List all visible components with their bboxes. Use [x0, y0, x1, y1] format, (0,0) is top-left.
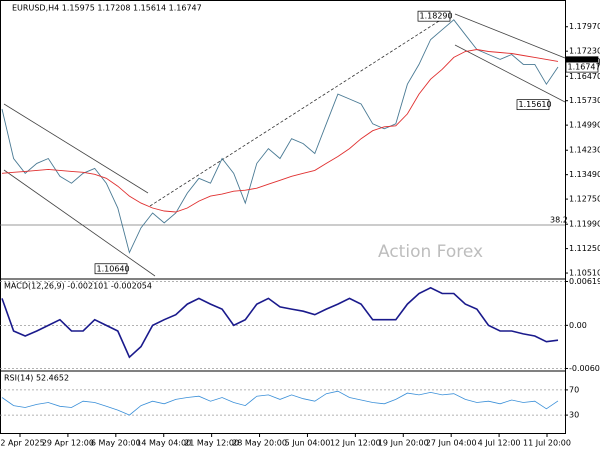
- y-tick-label: 1.11990: [569, 220, 600, 229]
- x-tick-label: 11 Jul 20:00: [523, 439, 571, 448]
- channel-line: [3, 169, 156, 277]
- x-tick-label: 19 Jun 20:00: [378, 439, 429, 448]
- price-label: 1.10640: [97, 264, 130, 273]
- x-tick-label: 21 May 12:00: [184, 439, 239, 448]
- rsi-title: RSI(14) 52.4652: [4, 374, 69, 383]
- price-label: 1.16910: [568, 57, 600, 66]
- x-tick-label: 28 May 20:00: [232, 439, 287, 448]
- y-tick-label: 0.006192: [569, 277, 600, 286]
- y-tick-label: 1.13490: [569, 170, 600, 179]
- y-tick-label: 1.10510: [569, 269, 600, 278]
- y-tick-label: 1.16470: [569, 72, 600, 81]
- y-tick-label: 1.14990: [569, 121, 600, 130]
- macd-title: MACD(12,26,9) -0.002101 -0.002054: [4, 282, 152, 291]
- x-tick-label: 4 Jul 12:00: [478, 439, 521, 448]
- price-label-box: [94, 263, 128, 275]
- y-tick-label: -0.006084: [569, 364, 600, 373]
- y-tick-label: 1.12750: [569, 195, 600, 204]
- x-tick-label: 22 Apr 2025: [0, 439, 45, 448]
- price-label: 1.15610: [519, 100, 552, 109]
- y-tick-label: 70: [569, 385, 579, 394]
- series-line: [1, 19, 559, 254]
- price-label: 1.18290: [420, 12, 453, 21]
- x-tick-label: 14 May 04:00: [136, 439, 191, 448]
- series-line: [1, 49, 559, 213]
- y-tick-label: 30: [569, 411, 579, 420]
- chart-title: EURUSD,H4 1.15975 1.17208 1.15614 1.1674…: [12, 4, 202, 13]
- price-label: 1.16747: [568, 63, 600, 72]
- series-line: [1, 286, 559, 359]
- y-tick-label: 0.00: [569, 321, 587, 330]
- x-tick-label: 5 Jun 04:00: [285, 439, 331, 448]
- x-tick-label: 29 Apr 12:00: [42, 439, 94, 448]
- series-line: [1, 390, 559, 416]
- fib-label: 38.2: [550, 216, 568, 225]
- y-tick-label: 1.14230: [569, 146, 600, 155]
- frame: [0, 0, 566, 434]
- x-tick-label: 27 Jun 04:00: [426, 439, 477, 448]
- channel-line: [454, 44, 566, 103]
- x-tick-label: 6 May 20:00: [91, 439, 141, 448]
- y-tick-label: 1.15730: [569, 96, 600, 105]
- price-label-box: [516, 99, 550, 111]
- channel-line: [454, 13, 566, 59]
- y-tick-label: 1.17230: [569, 47, 600, 56]
- y-tick-label: 1.17970: [569, 22, 600, 31]
- channel-line: [3, 103, 149, 194]
- y-tick-label: 1.11250: [569, 244, 600, 253]
- price-label-box: [417, 10, 451, 22]
- watermark: Action Forex: [378, 242, 483, 262]
- price-label-box: [565, 61, 599, 73]
- trend-line: [149, 13, 451, 207]
- x-tick-label: 12 Jun 12:00: [330, 439, 381, 448]
